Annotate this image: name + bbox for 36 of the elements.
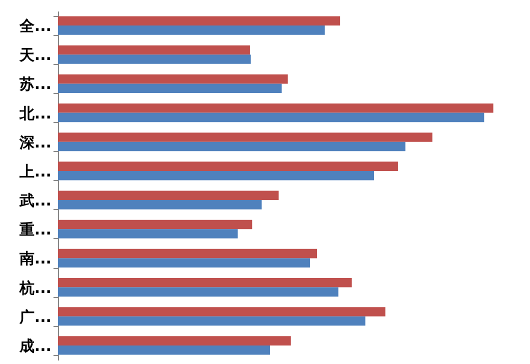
bar [58,220,252,230]
bar [58,307,386,316]
bar [58,45,250,55]
y-tick-label: 杭... [18,278,52,297]
y-tick-label: 成... [18,336,52,355]
bar [58,190,279,200]
bar [58,54,251,64]
y-tick-label: 北... [18,104,52,122]
bar [58,162,398,171]
y-tick-label: 南... [18,250,52,268]
bar [58,316,366,326]
bar [58,74,288,84]
bar [58,258,310,268]
bar [58,170,374,180]
bar [58,84,282,94]
bar [58,16,340,26]
bar [58,142,406,152]
y-tick-label: 广... [18,308,52,326]
bar [58,229,238,238]
bar [58,336,291,346]
bar [58,278,352,288]
bar [58,112,484,122]
y-tick-label: 天... [18,46,52,64]
bar [58,132,432,142]
y-tick-label: 苏... [18,75,52,94]
y-tick-label: 深... [18,133,52,152]
bar [58,26,325,35]
bar [58,287,338,297]
y-tick-label: 武... [18,192,52,210]
y-tick-label: 重... [18,220,52,239]
bar [58,200,262,210]
bar [58,345,270,355]
bar [58,248,317,258]
y-tick-label: 上... [18,162,52,180]
bar [58,103,494,113]
y-tick-label: 全... [18,17,52,36]
